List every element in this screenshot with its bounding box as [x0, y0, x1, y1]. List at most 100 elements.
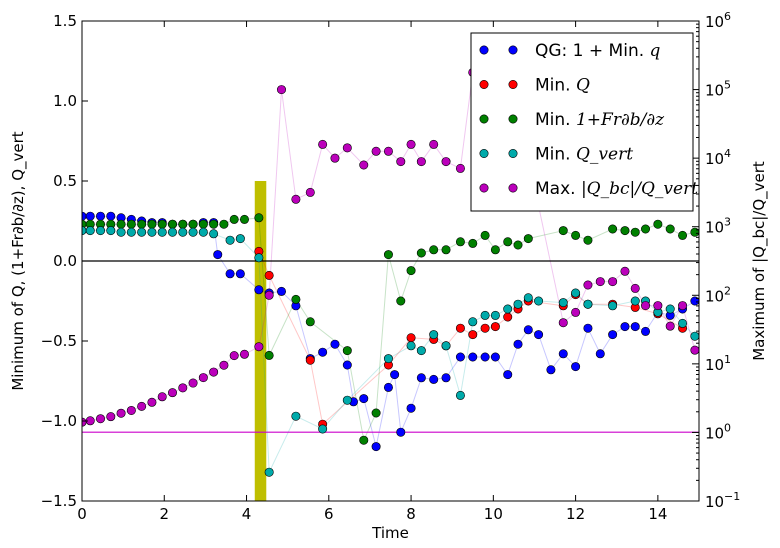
- series-4-point-47: [630, 283, 640, 293]
- series-4-point-46: [620, 266, 630, 276]
- x-tick-label-5: 10: [484, 505, 503, 523]
- legend-label-math-2: 1+Fr∂b/∂z: [576, 110, 665, 130]
- series-4-point-8: [157, 392, 167, 402]
- series-4-point-11: [188, 378, 198, 388]
- series-2-point-36: [523, 234, 533, 244]
- series-4-point-2: [96, 414, 106, 424]
- legend-marker-b-4: [508, 183, 518, 193]
- series-2-point-11: [188, 219, 198, 229]
- legend-label-math-0: q: [650, 41, 661, 61]
- legend-label-prefix-2: Min.: [535, 110, 576, 130]
- y-right-tick-label-1: 10: [705, 424, 724, 442]
- series-3-point-14: [225, 235, 235, 245]
- series-2-point-37: [558, 226, 568, 236]
- series-2-point-40: [608, 224, 618, 234]
- series-4-point-26: [371, 146, 381, 156]
- series-3-point-1: [85, 226, 95, 236]
- series-1-point-5: [406, 333, 416, 343]
- y-left-tick-label-5: 1.0: [53, 92, 77, 110]
- series-3-point-12: [198, 227, 208, 237]
- series-3-point-18: [291, 411, 301, 421]
- series-3-point-28: [480, 310, 490, 320]
- y-left-tick-label-4: 0.5: [53, 172, 77, 190]
- series-4-point-30: [416, 157, 426, 167]
- series-4-point-18: [264, 290, 274, 300]
- series-0-point-28: [383, 382, 393, 392]
- series-0-point-38: [490, 352, 500, 362]
- y-right-tick-exp-2: 1: [724, 353, 731, 366]
- series-4-point-41: [558, 318, 568, 328]
- series-4-point-6: [137, 401, 147, 411]
- series-0-point-37: [480, 352, 490, 362]
- series-2-point-42: [630, 227, 640, 237]
- y-right-tick-label-7: 10: [705, 13, 724, 31]
- series-4-point-43: [583, 280, 593, 290]
- series-2-point-24: [383, 250, 393, 260]
- series-2-point-32: [480, 230, 490, 240]
- series-3-point-30: [503, 304, 513, 314]
- series-3-point-37: [608, 301, 618, 311]
- x-tick-label-0: 0: [77, 505, 87, 523]
- series-0-point-22: [318, 347, 328, 357]
- series-0-point-26: [359, 394, 369, 404]
- series-0-point-2: [96, 211, 106, 221]
- series-3-point-42: [678, 318, 688, 328]
- series-2-point-27: [416, 248, 426, 258]
- series-0-point-32: [416, 373, 426, 383]
- legend-marker-b-3: [508, 149, 518, 159]
- series-4-point-45: [608, 277, 618, 287]
- y-axis-left-label-text: Minimum of Q, (1+Fr∂b/∂z), Q_vert: [9, 131, 28, 390]
- series-1-point-11: [490, 322, 500, 332]
- series-4-point-42: [571, 307, 581, 317]
- series-2-point-17: [254, 213, 264, 223]
- series-3-point-15: [235, 234, 245, 244]
- y-right-tick-exp-1: 0: [724, 421, 731, 434]
- series-3-point-34: [558, 298, 568, 308]
- series-2-point-5: [126, 219, 136, 229]
- series-3-point-11: [188, 227, 198, 237]
- series-2-point-38: [571, 230, 581, 240]
- series-2-point-28: [429, 245, 439, 255]
- series-4-point-50: [665, 321, 675, 331]
- series-3-point-20: [342, 395, 352, 405]
- series-0-point-29: [390, 370, 400, 380]
- series-2-point-15: [229, 214, 239, 224]
- series-3-point-10: [178, 227, 188, 237]
- legend-marker-a-0: [479, 45, 489, 55]
- series-3-point-6: [137, 227, 147, 237]
- series-0-point-1: [85, 211, 95, 221]
- series-0-point-45: [571, 362, 581, 372]
- y-left-tick-label-0: −1.5: [41, 492, 77, 510]
- series-2-point-19: [291, 294, 301, 304]
- series-3-point-4: [116, 227, 126, 237]
- series-4-point-32: [441, 157, 451, 167]
- series-2-point-29: [441, 245, 451, 255]
- series-3-point-7: [147, 227, 157, 237]
- series-2-point-9: [167, 219, 177, 229]
- legend-label-prefix-0: QG: 1 + Min.: [535, 41, 650, 61]
- series-2-point-7: [147, 219, 157, 229]
- series-line-1: [258, 251, 683, 426]
- series-4-point-31: [429, 139, 439, 149]
- series-4-point-17: [254, 342, 264, 352]
- x-tick-label-7: 14: [648, 505, 667, 523]
- legend-marker-a-1: [479, 80, 489, 90]
- series-3-point-2: [96, 226, 106, 236]
- series-3-point-24: [429, 330, 439, 340]
- series-2-point-14: [219, 219, 229, 229]
- series-0-point-24: [342, 360, 352, 370]
- series-0-point-42: [534, 330, 544, 340]
- series-2-point-23: [371, 408, 381, 418]
- series-0-point-40: [513, 339, 523, 349]
- legend-label-math-1: Q: [576, 76, 590, 96]
- highlight-layer: [254, 181, 267, 501]
- series-0-point-23: [330, 339, 340, 349]
- x-axis-label: Time: [371, 524, 409, 542]
- series-points-layer: [82, 67, 699, 477]
- legend-label-2: Min. 1+Fr∂b/∂z: [535, 110, 665, 130]
- series-3-point-23: [416, 346, 426, 356]
- legend-label-prefix-4: Max.: [535, 179, 581, 199]
- series-4-point-51: [678, 301, 688, 311]
- series-4-point-52: [690, 345, 699, 355]
